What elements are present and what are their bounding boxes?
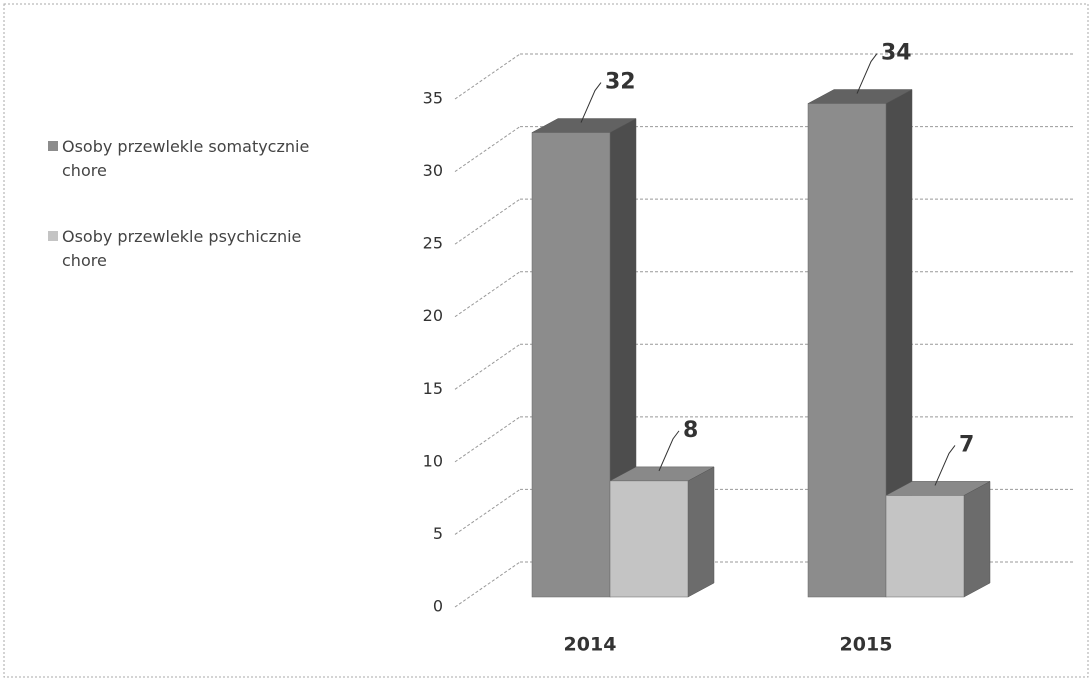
y-tick-label: 10 [423, 451, 443, 470]
label-leader [658, 430, 680, 472]
legend-item: Osoby przewlekle somatycznie chore [48, 135, 348, 183]
legend-swatch [48, 231, 58, 241]
data-label: 34 [881, 41, 912, 66]
y-tick-label: 15 [423, 379, 443, 398]
grid-line-side [454, 53, 521, 100]
y-tick-label: 30 [423, 161, 443, 180]
y-tick-label: 0 [433, 597, 443, 616]
legend-swatch [48, 141, 58, 151]
label-leader [856, 53, 878, 94]
legend-item: Osoby przewlekle psychicznie chore [48, 225, 348, 273]
data-label: 32 [605, 70, 636, 95]
y-tick-label: 25 [423, 234, 443, 253]
label-leader [934, 445, 956, 486]
bar-side [963, 480, 991, 598]
x-tick-label: 2014 [564, 634, 617, 656]
bar [609, 480, 689, 598]
bar [885, 495, 965, 598]
chart-border [3, 3, 1089, 678]
grid-line-side [454, 489, 521, 535]
label-leader [580, 82, 602, 123]
y-tick-label: 35 [423, 89, 443, 108]
bar [807, 103, 887, 598]
legend-label: Osoby przewlekle somatycznie chore [62, 137, 310, 180]
grid-line-side [454, 343, 521, 390]
y-tick-label: 5 [433, 524, 443, 543]
y-tick-label: 20 [423, 306, 443, 325]
bar [531, 132, 611, 598]
grid-line-side [454, 198, 521, 245]
data-label: 8 [683, 418, 698, 443]
x-tick-label: 2015 [840, 634, 893, 656]
data-label: 7 [959, 432, 974, 457]
grid-line-side [454, 271, 521, 318]
legend-label: Osoby przewlekle psychicznie chore [62, 227, 302, 270]
grid-line-side [454, 416, 521, 463]
grid-line-side [454, 126, 521, 172]
grid-line-side [454, 561, 521, 608]
bar-side [687, 466, 715, 598]
